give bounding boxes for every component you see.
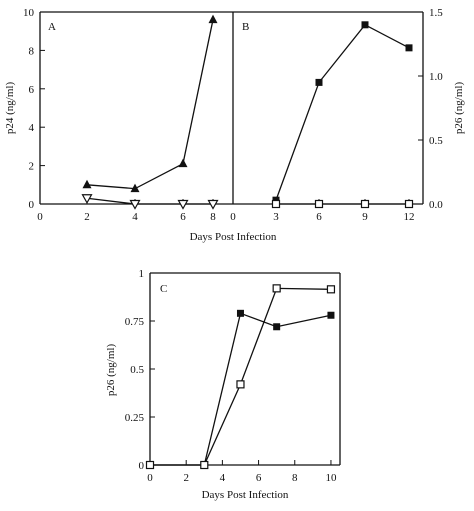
- panel-c-x-tick-label: 2: [183, 472, 189, 484]
- panel-a-series-2-point: [81, 194, 93, 204]
- panel-b-y-tick-label: 1.0: [429, 71, 443, 83]
- panel-b-y-axis-label: p26 (ng/ml): [453, 82, 465, 135]
- panel-b-series-2-point: [404, 199, 414, 209]
- panel-c-y-tick-label: 0.5: [130, 364, 144, 376]
- panel-b-series-2-point: [314, 199, 324, 209]
- panel-a-y-tick-label: 2: [29, 161, 35, 173]
- panel-c-label: C: [160, 283, 167, 295]
- panel-b-series-2-point: [360, 199, 370, 209]
- panel-c-x-tick-label: 10: [325, 472, 337, 484]
- panel-a-series-1-point: [178, 158, 188, 168]
- panel-c-chart: C p26 (ng/ml): [105, 272, 341, 466]
- panel-a-y-tick-label: 10: [23, 7, 35, 19]
- panel-b-series-1-point: [405, 44, 413, 52]
- panel-b-x-tick-label: 3: [273, 211, 279, 223]
- panel-c-series-1-line: [150, 312, 332, 466]
- panel-c-series-1-point: [236, 309, 244, 317]
- panel-c-y-tick-label: 0.75: [125, 316, 145, 328]
- panel-a-x-tick-label: 6: [180, 211, 186, 223]
- panel-a-series-1-point: [82, 179, 92, 189]
- panel-b-series-1-point: [315, 78, 323, 86]
- panel-b-y-tick-label: 0.5: [429, 135, 443, 147]
- panel-a-series-1-point: [208, 14, 218, 24]
- panel-c-y-tick-label: 1: [139, 268, 145, 280]
- panel-b-x-tick-label: 9: [362, 211, 368, 223]
- panel-c-series-2-point: [272, 284, 281, 293]
- panel-c-y-tick-label: 0.25: [125, 412, 145, 424]
- panel-b-x-tick-label: 6: [316, 211, 322, 223]
- panel-a-x-tick-label: 0: [37, 211, 43, 223]
- panel-a-series-2-point: [129, 199, 141, 210]
- panel-c-x-tick-label: 8: [292, 472, 298, 484]
- panel-c-x-tick-label: 0: [147, 472, 153, 484]
- panel-a-y-tick-label: 4: [29, 122, 35, 134]
- panel-b-x-tick-label: 12: [404, 211, 415, 223]
- panel-a-label: A: [48, 21, 56, 33]
- panel-c-series-2-point: [200, 460, 209, 470]
- panel-b-x-tick-label: 0: [230, 211, 236, 223]
- panel-a-y-tick-label: 0: [29, 199, 35, 211]
- panel-b-y-tick-label: 1.5: [429, 7, 443, 19]
- panel-b-series-1-line: [275, 23, 410, 201]
- panel-a-series-1-line: [86, 19, 214, 190]
- panel-c-x-tick-label: 4: [220, 472, 226, 484]
- panel-a-series-2-point: [177, 199, 189, 210]
- panel-a-y-tick-label: 8: [29, 45, 35, 57]
- panel-c-series-2-point: [326, 285, 336, 294]
- panel-a-series-2-point: [207, 199, 219, 210]
- panel-a-x-tick-label: 8: [210, 211, 216, 223]
- x-axis-title-top: Days Post Infection: [190, 231, 277, 243]
- x-axis-title-bottom: Days Post Infection: [202, 489, 289, 501]
- panel-c-series-1-point: [327, 311, 335, 319]
- panel-b-y-tick-label: 0.0: [429, 199, 443, 211]
- panel-b-series-1-point: [361, 21, 369, 29]
- panel-a-x-tick-label: 2: [84, 211, 90, 223]
- panel-c-y-tick-label: 0: [139, 460, 145, 472]
- panel-a-y-tick-label: 6: [29, 84, 35, 96]
- panel-c-series-2-point: [145, 460, 155, 470]
- panel-b-chart: B p26 (ng/ml): [233, 11, 465, 205]
- panel-b-series-2-point: [271, 199, 281, 209]
- panel-a-series-2-line: [86, 197, 213, 205]
- panel-a-series-1-point: [130, 183, 140, 193]
- panel-a-y-axis-label: p24 (ng/ml): [4, 82, 16, 135]
- panel-a-chart: A p24 (ng/ml): [4, 11, 234, 205]
- chart-marks: 0 2 4 6 8 0 2 4 6 8 10 0 3 6 9 12 0.0 0.5 1.0 1.5 0 2 4 6 8 10 0 0.…: [23, 7, 443, 484]
- panel-c-y-axis-label: p26 (ng/ml): [105, 344, 117, 397]
- panel-c-x-tick-label: 6: [256, 472, 262, 484]
- panel-a-x-tick-label: 4: [132, 211, 138, 223]
- panel-c-series-1-point: [273, 323, 281, 331]
- panel-b-label: B: [242, 21, 249, 33]
- panel-c-series-2-point: [236, 380, 245, 389]
